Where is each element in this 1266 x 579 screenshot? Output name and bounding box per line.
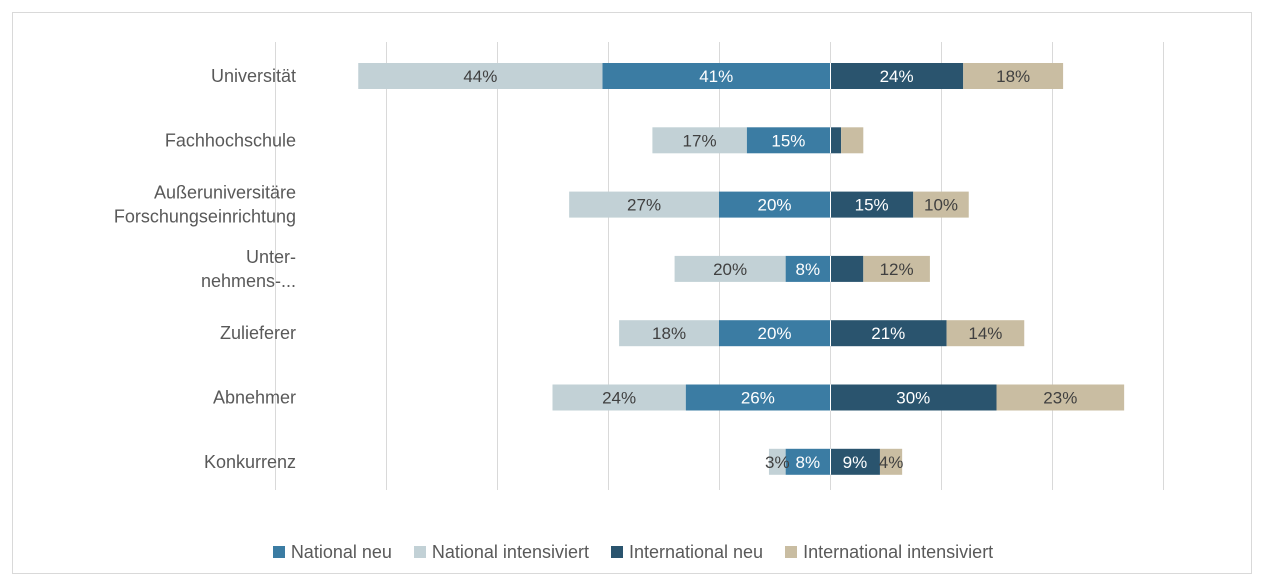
bar-segment (996, 384, 1125, 411)
legend-swatch (272, 546, 285, 558)
data-label: 41% (699, 67, 733, 86)
data-label: 17% (683, 131, 717, 150)
data-label: 9% (843, 453, 868, 472)
data-label: 44% (463, 67, 497, 86)
bar-segment (946, 320, 1025, 347)
bar-segment (358, 63, 603, 89)
bar-segment (719, 320, 830, 347)
bar-segment (963, 63, 1064, 89)
legend-swatch (413, 546, 426, 558)
bar-segment (602, 63, 830, 89)
bar-segment (913, 191, 969, 218)
legend-label: International intensiviert (803, 541, 994, 562)
bar-segment (830, 63, 964, 89)
category-label: Außeruniversitäre (154, 183, 296, 203)
legend-label: International neu (628, 541, 764, 562)
bar-segment (830, 191, 914, 218)
data-label: 8% (796, 260, 821, 279)
bar-segment (830, 320, 947, 347)
bar-segment (685, 384, 830, 411)
data-label: 15% (855, 196, 889, 215)
chart-frame (12, 12, 1252, 574)
bar-segment (879, 448, 903, 475)
data-label: 12% (880, 260, 914, 279)
data-label: 23% (1043, 389, 1077, 408)
bar-segment (785, 255, 830, 282)
data-label: 24% (880, 67, 914, 86)
legend-item: International neu (610, 541, 764, 563)
data-label: 15% (771, 131, 805, 150)
data-label: 27% (627, 196, 661, 215)
legend-label: National intensiviert (431, 541, 589, 562)
legend-swatch (610, 546, 623, 558)
data-label: 30% (896, 389, 930, 408)
bar-segment (830, 384, 997, 411)
category-label: Abnehmer (213, 388, 296, 408)
bar-segment (863, 255, 930, 282)
data-label: 21% (871, 324, 905, 343)
bar-segment (830, 127, 842, 154)
category-label: Konkurrenz (204, 452, 296, 472)
data-label: 8% (796, 453, 821, 472)
diverging-bar-chart: Universität 41% 44% 24% 18% Fachhochschule 15%… (114, 42, 1164, 490)
bar-segment (785, 448, 830, 475)
data-label: 14% (968, 324, 1002, 343)
legend-item: National intensiviert (413, 541, 589, 563)
legend-swatch (785, 546, 798, 558)
data-label: 20% (713, 260, 747, 279)
data-label: 10% (924, 196, 958, 215)
category-label: Unter- (246, 247, 296, 267)
data-label: 18% (652, 324, 686, 343)
category-label: Forschungseinrichtung (114, 207, 296, 227)
legend-item: National neu (272, 541, 392, 563)
data-label: 26% (741, 389, 775, 408)
data-label: 4% (879, 453, 904, 472)
data-label: 3% (765, 453, 790, 472)
legend-item: International intensiviert (785, 542, 993, 563)
category-label: nehmens-... (201, 271, 296, 291)
bar-segment (830, 448, 880, 475)
bar-segment (569, 191, 719, 218)
bar-segment (674, 255, 786, 282)
bar-segment (830, 255, 864, 282)
data-label: 20% (757, 196, 791, 215)
bar-segment (652, 127, 747, 154)
category-label: Fachhochschule (165, 130, 296, 150)
bar-segment (719, 191, 830, 218)
legend: National neu National intensiviert Interna… (0, 537, 1266, 567)
data-label: 20% (757, 324, 791, 343)
bar-segment (552, 384, 686, 411)
bar-segment (768, 448, 786, 475)
data-label: 18% (996, 67, 1030, 86)
bar-segment (746, 127, 830, 154)
category-label: Universität (211, 66, 296, 86)
data-label: 24% (602, 389, 636, 408)
bar-segment (619, 320, 719, 347)
bar-segment (841, 127, 864, 154)
legend-label: National neu (290, 541, 392, 562)
category-label: Zulieferer (220, 323, 296, 343)
